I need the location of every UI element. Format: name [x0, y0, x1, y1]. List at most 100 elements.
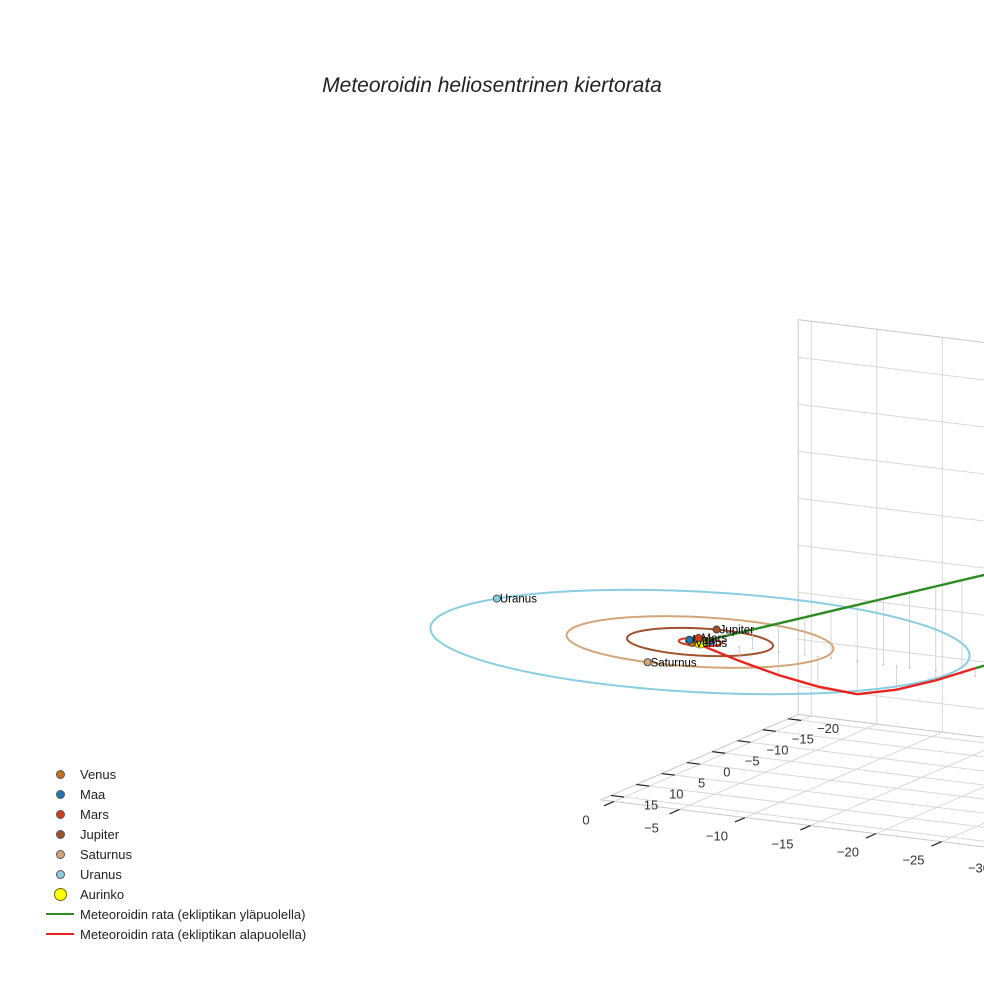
legend-swatch: [55, 769, 65, 779]
drop-marker: [882, 663, 885, 666]
meteoroid-track-above: [778, 616, 806, 625]
meteoroid-track-above: [974, 664, 984, 670]
grid-line: [798, 685, 984, 710]
y-tick-label: 10: [669, 786, 683, 801]
meteoroid-tracks: [699, 573, 984, 696]
legend-swatch: [46, 913, 74, 915]
planet-uranus: [492, 594, 501, 603]
orbit-saturnus: [565, 615, 835, 669]
chart-title: Meteoroidin heliosentrinen kiertorata: [322, 74, 662, 97]
grid-line: [712, 751, 984, 786]
x-tick-mark: [669, 808, 680, 815]
planet-label-saturnus: Saturnus: [651, 657, 697, 669]
planet-label-jupiter: Jupiter: [720, 625, 755, 637]
drop-marker: [738, 645, 741, 648]
x-tick-label: −30: [968, 861, 984, 876]
legend-swatch: [55, 809, 65, 819]
meteoroid-track-below: [935, 667, 976, 682]
x-tick-mark: [931, 841, 942, 847]
pane-edge: [798, 319, 984, 343]
axis-ticks: −35−30−25−20−15−10−50−20−15−10−5051015−1…: [582, 718, 984, 876]
drop-marker: [725, 644, 728, 647]
legend-marker: [40, 884, 80, 904]
y-tick-mark: [788, 718, 802, 721]
drop-marker: [777, 650, 780, 653]
y-tick-label: −5: [745, 754, 760, 769]
y-tick-label: 0: [723, 765, 730, 780]
grid-line: [941, 822, 984, 843]
grid-line: [798, 403, 984, 428]
drop-marker: [751, 647, 754, 650]
drop-marker: [856, 660, 859, 663]
y-tick-label: −15: [792, 732, 814, 747]
legend-label: Aurinko: [80, 886, 125, 902]
y-tick-mark: [737, 740, 751, 743]
legend-swatch: [55, 849, 65, 859]
drop-marker: [974, 674, 976, 677]
grid-line: [798, 497, 984, 522]
y-tick-label: −20: [817, 721, 839, 736]
planet-label-uranus: Uranus: [500, 594, 537, 606]
x-tick-label: 0: [582, 812, 589, 827]
meteoroid-track-above: [883, 591, 910, 600]
legend-swatch: [53, 887, 67, 901]
legend-label: Mars: [80, 806, 109, 822]
grid-line: [679, 723, 878, 810]
legend-label: Jupiter: [80, 826, 120, 842]
pane-edge: [600, 799, 984, 848]
planet-maa: [685, 635, 694, 644]
meteoroid-track-below: [817, 685, 858, 696]
orbit-jupiter: [625, 626, 775, 658]
grid-line: [798, 544, 984, 569]
y-tick-mark: [636, 783, 650, 787]
y-tick-mark: [762, 729, 776, 732]
meteoroid-track-above: [804, 609, 832, 619]
meteoroid-track-below: [857, 688, 897, 696]
meteoroid-track-below: [699, 643, 740, 663]
y-tick-mark: [712, 751, 726, 754]
planet-saturnus: [643, 658, 652, 667]
legend-swatch: [46, 933, 74, 935]
meteoroid-track-above: [909, 585, 937, 594]
legend-item: Maa: [40, 784, 370, 804]
legend-swatch: [55, 869, 65, 879]
legend-label: Venus: [80, 766, 117, 782]
grid-line: [661, 773, 984, 814]
legend-label: Meteoroidin rata (ekliptikan alapuolella…: [80, 926, 307, 942]
legend: Venus Maa Mars Jupiter Saturnus Uranus Aurinko…: [40, 764, 370, 944]
y-tick-mark: [686, 761, 700, 765]
x-tick-label: −15: [771, 837, 793, 852]
legend-label: Maa: [80, 786, 106, 802]
planet-label-mars: Mars: [702, 633, 728, 645]
grid-line: [875, 786, 984, 835]
drop-marker: [895, 665, 898, 668]
legend-marker: [40, 804, 80, 824]
pane-edge: [600, 713, 799, 801]
legend-item: Saturnus: [40, 844, 370, 864]
legend-marker: [40, 764, 80, 784]
legend-item: Jupiter: [40, 824, 370, 844]
legend-item: Meteoroidin rata (ekliptikan yläpuolella…: [40, 904, 370, 924]
x-tick-mark: [603, 800, 615, 807]
drop-marker: [934, 670, 937, 672]
legend-marker: [40, 864, 80, 884]
meteoroid-track-below: [896, 679, 937, 691]
grid-line: [610, 794, 984, 842]
grid-group: [600, 319, 984, 848]
planet-jupiter: [712, 625, 721, 634]
grid-line: [810, 749, 984, 827]
legend-item: Mars: [40, 804, 370, 824]
legend-marker: [40, 824, 80, 844]
legend-swatch: [55, 789, 65, 799]
legend-item: Venus: [40, 764, 370, 784]
y-tick-label: 5: [698, 776, 705, 791]
legend-marker: [40, 844, 80, 864]
grid-line: [686, 762, 984, 800]
grid-line: [737, 740, 984, 772]
legend-swatch: [55, 829, 65, 839]
x-tick-mark: [865, 833, 877, 839]
meteoroid-track-below: [778, 674, 819, 688]
